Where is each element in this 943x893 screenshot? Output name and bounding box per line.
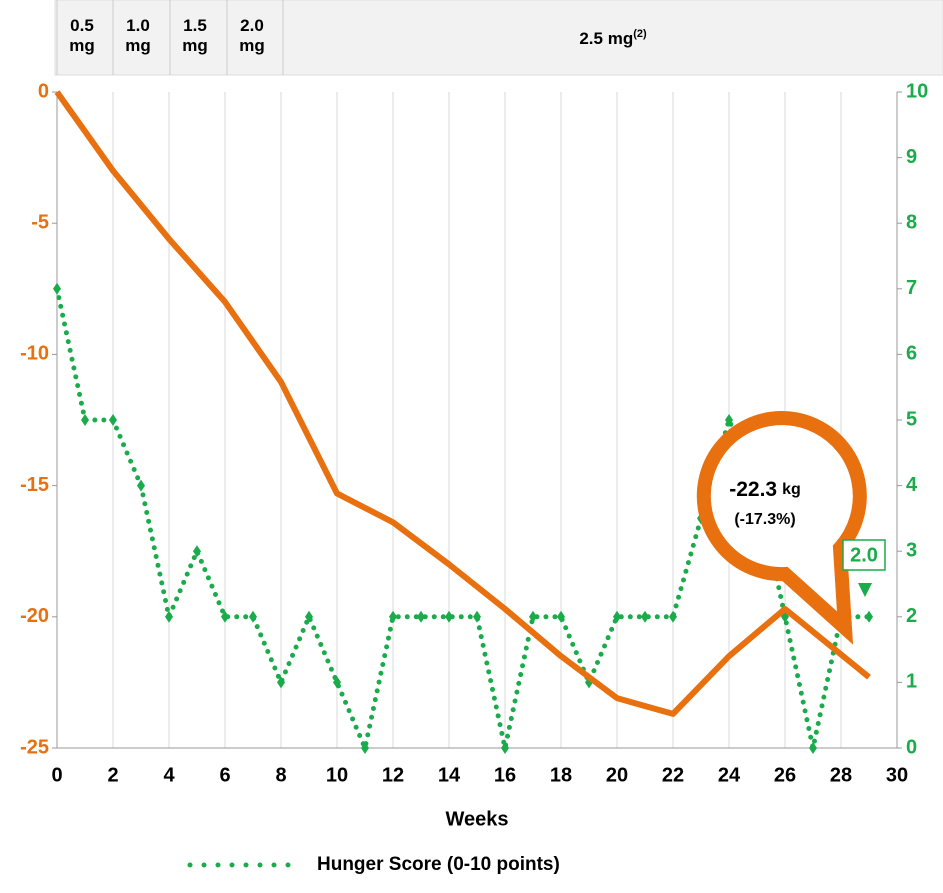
x-tick-label: 12 (382, 764, 404, 786)
hunger-marker (333, 676, 341, 689)
hunger-marker (361, 742, 369, 754)
y2-tick-label: 2 (906, 605, 917, 627)
y2-tick-label: 1 (906, 671, 917, 693)
legend-label: Hunger Score (0-10 points) (317, 854, 560, 875)
hunger-marker (137, 479, 145, 492)
hunger-marker (809, 742, 817, 754)
y2-tick-label: 7 (906, 277, 917, 299)
hunger-marker (417, 610, 425, 623)
dose-label: 2.5 mg(2) (579, 28, 647, 49)
x-tick-label: 10 (326, 764, 348, 786)
y-tick-label: -10 (20, 343, 49, 365)
x-tick-label: 18 (550, 764, 572, 786)
hunger-marker (277, 676, 285, 689)
hunger-marker (641, 610, 649, 623)
hunger-marker (165, 610, 173, 623)
end-arrow (858, 583, 872, 597)
x-tick-label: 30 (886, 764, 908, 786)
x-tick-label: 20 (606, 764, 628, 786)
callout-number: -22.3 (729, 478, 777, 501)
hunger-marker (669, 610, 677, 623)
hunger-marker (305, 610, 313, 623)
y2-tick-label: 8 (906, 211, 917, 233)
x-tick-label: 14 (438, 764, 461, 786)
x-tick-label: 0 (51, 764, 62, 786)
y-tick-label: -5 (31, 211, 49, 233)
y2-tick-label: 3 (906, 539, 917, 561)
hunger-marker (473, 610, 481, 623)
y2-tick-label: 0 (906, 736, 917, 758)
x-tick-label: 6 (219, 764, 230, 786)
dose-label: 1.0 mg (125, 16, 151, 55)
x-tick-label: 22 (662, 764, 684, 786)
callout (696, 411, 867, 645)
dose-text: 2.5 mg (579, 29, 633, 48)
hunger-marker (389, 610, 397, 623)
weight-line (54, 90, 871, 717)
dose-label: 0.5 mg (69, 16, 95, 55)
hunger-marker (221, 610, 229, 623)
hunger-marker (249, 610, 257, 623)
dose-sup: (2) (633, 28, 647, 40)
y2-tick-label: 6 (906, 343, 917, 365)
dose-label: 2.0 mg (239, 16, 265, 55)
x-tick-label: 4 (163, 764, 175, 786)
end-label-box (842, 539, 886, 571)
hunger-marker (613, 610, 621, 623)
callout-percent: (-17.3%) (734, 511, 795, 528)
end-label: 2.0 (850, 544, 878, 566)
callout-unit: kg (782, 481, 801, 498)
y2-tick-label: 5 (906, 408, 917, 430)
x-tick-label: 28 (830, 764, 852, 786)
hunger-marker (109, 414, 117, 426)
dose-label: 1.5 mg (182, 16, 208, 55)
hunger-marker (865, 610, 873, 623)
y2-tick-label: 4 (906, 474, 918, 496)
x-tick-label: 8 (275, 764, 286, 786)
dose-bar (54, 0, 943, 76)
hunger-marker (557, 610, 565, 623)
hunger-marker (53, 282, 61, 295)
y-tick-label: -20 (20, 605, 49, 627)
x-tick-label: 2 (107, 764, 118, 786)
x-tick-label: 26 (774, 764, 796, 786)
hunger-marker (193, 545, 201, 558)
callout-value: -22.3 kg (729, 478, 801, 501)
y-tick-label: 0 (38, 80, 49, 102)
hunger-marker (725, 414, 733, 426)
hunger-marker (81, 414, 89, 426)
hunger-marker (501, 742, 509, 754)
x-axis-label: Weeks (445, 808, 508, 830)
x-tick-label: 16 (494, 764, 516, 786)
y2-tick-label: 10 (906, 80, 928, 102)
y2-tick-label: 9 (906, 146, 917, 168)
y-tick-label: -25 (20, 736, 49, 758)
x-tick-label: 24 (718, 764, 741, 786)
hunger-marker (529, 610, 537, 623)
hunger-marker (445, 610, 453, 623)
y-tick-label: -15 (20, 474, 49, 496)
